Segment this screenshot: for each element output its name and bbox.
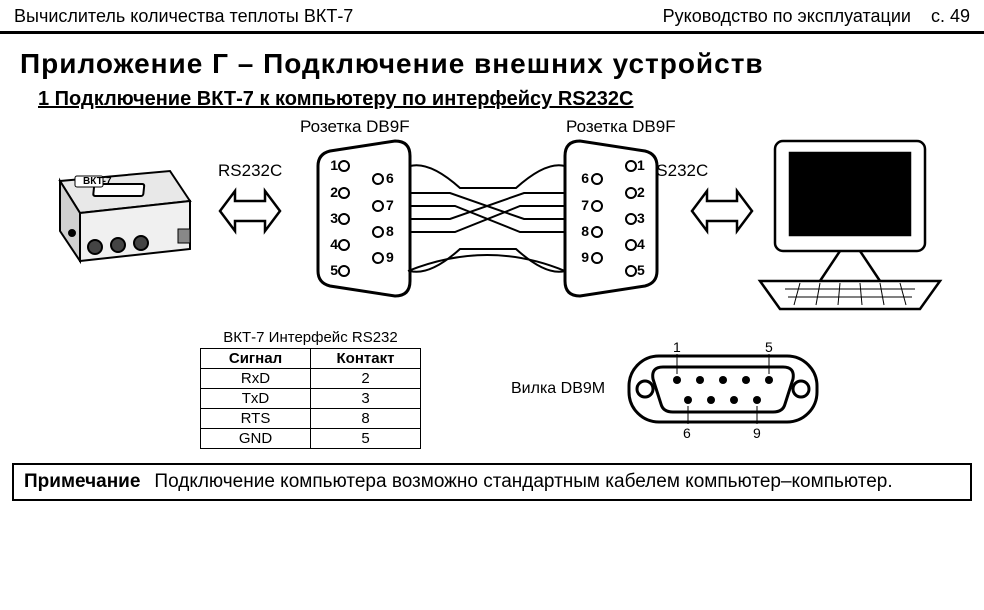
table-row: RTS8 xyxy=(201,409,421,429)
pinout-table-block: ВКТ-7 Интерфейс RS232 Сигнал Контакт RxD… xyxy=(200,329,421,449)
pinout-table: Сигнал Контакт RxD2TxD3RTS8GND5 xyxy=(200,348,421,449)
appendix-title: Приложение Г – Подключение внешних устро… xyxy=(0,34,984,88)
vkt7-device-icon xyxy=(60,171,190,261)
note-box: Примечание Подключение компьютера возмож… xyxy=(12,463,972,501)
svg-text:4: 4 xyxy=(330,236,338,252)
svg-text:9: 9 xyxy=(386,249,394,265)
svg-text:5: 5 xyxy=(637,262,645,278)
device-label: ВКТ-7 xyxy=(83,176,112,187)
svg-text:2: 2 xyxy=(637,184,645,200)
note-label: Примечание xyxy=(24,471,140,493)
table-row: RxD2 xyxy=(201,369,421,389)
table-row: GND5 xyxy=(201,429,421,449)
wiring-diagram: Розетка DB9F Розетка DB9F RS232C RS232C … xyxy=(0,121,984,321)
cable-wires xyxy=(408,165,565,272)
svg-text:1: 1 xyxy=(637,157,645,173)
svg-text:8: 8 xyxy=(386,223,394,239)
svg-text:5: 5 xyxy=(765,339,773,355)
db9m-label: Вилка DB9M xyxy=(511,380,605,398)
note-text: Подключение компьютера возможно стандарт… xyxy=(154,471,960,493)
svg-text:3: 3 xyxy=(330,210,338,226)
svg-text:3: 3 xyxy=(637,210,645,226)
svg-text:6: 6 xyxy=(386,170,394,186)
computer-icon xyxy=(760,141,940,309)
col-signal: Сигнал xyxy=(201,349,311,369)
header-right: Руководство по эксплуатации с. 49 xyxy=(663,6,970,27)
db9m-icon: 1 5 6 9 xyxy=(623,334,823,444)
svg-text:6: 6 xyxy=(581,170,589,186)
arrow-left-icon xyxy=(220,191,280,231)
svg-text:1: 1 xyxy=(673,339,681,355)
svg-text:9: 9 xyxy=(753,425,761,441)
db9m-block: Вилка DB9M 1 5 6 9 xyxy=(511,334,823,444)
table-row: TxD3 xyxy=(201,389,421,409)
svg-text:2: 2 xyxy=(330,184,338,200)
svg-text:8: 8 xyxy=(581,223,589,239)
svg-text:4: 4 xyxy=(637,236,645,252)
section-title: 1 Подключение ВКТ-7 к компьютеру по инте… xyxy=(0,88,984,121)
svg-text:6: 6 xyxy=(683,425,691,441)
arrow-right-icon xyxy=(692,191,752,231)
lower-block: ВКТ-7 Интерфейс RS232 Сигнал Контакт RxD… xyxy=(0,321,984,449)
svg-text:5: 5 xyxy=(330,262,338,278)
header-left: Вычислитель количества теплоты ВКТ-7 xyxy=(14,6,353,27)
table-caption: ВКТ-7 Интерфейс RS232 xyxy=(200,329,421,346)
svg-text:7: 7 xyxy=(386,197,394,213)
svg-text:1: 1 xyxy=(330,157,338,173)
svg-text:7: 7 xyxy=(581,197,589,213)
svg-text:9: 9 xyxy=(581,249,589,265)
page-header: Вычислитель количества теплоты ВКТ-7 Рук… xyxy=(0,0,984,34)
diagram-svg: ВКТ-7 1 2 3 4 5 6 7 8 9 1 2 3 4 5 xyxy=(0,121,984,321)
col-pin: Контакт xyxy=(311,349,421,369)
